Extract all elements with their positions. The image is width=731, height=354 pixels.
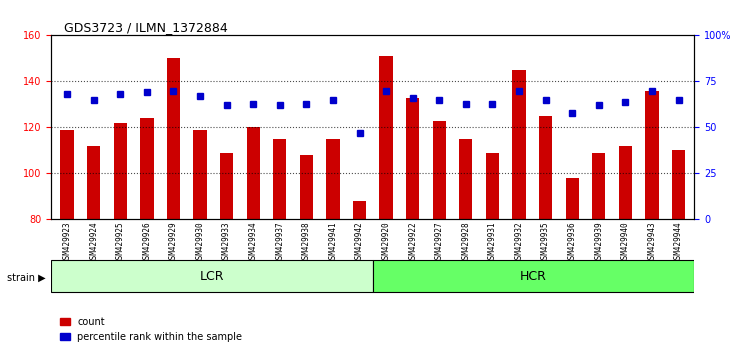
- Bar: [167, 58, 180, 219]
- Text: GSM429940: GSM429940: [621, 222, 630, 263]
- Text: LCR: LCR: [200, 270, 224, 282]
- Bar: [87, 146, 100, 219]
- Text: GSM429936: GSM429936: [568, 222, 577, 263]
- Text: GSM429923: GSM429923: [63, 222, 72, 263]
- Text: GSM429933: GSM429933: [222, 222, 231, 263]
- Bar: [539, 116, 552, 219]
- Bar: [592, 153, 605, 219]
- Text: HCR: HCR: [520, 270, 547, 282]
- Text: GSM429935: GSM429935: [541, 222, 550, 263]
- Bar: [273, 139, 287, 219]
- Text: GSM429920: GSM429920: [382, 222, 390, 263]
- Bar: [326, 139, 340, 219]
- Bar: [353, 201, 366, 219]
- Text: GSM429941: GSM429941: [328, 222, 338, 263]
- Text: GSM429929: GSM429929: [169, 222, 178, 263]
- Bar: [433, 120, 446, 219]
- Text: GSM429943: GSM429943: [648, 222, 656, 263]
- Text: GSM429934: GSM429934: [249, 222, 258, 263]
- FancyBboxPatch shape: [373, 260, 694, 292]
- Text: GSM429924: GSM429924: [89, 222, 98, 263]
- Bar: [113, 123, 127, 219]
- FancyBboxPatch shape: [51, 260, 373, 292]
- Bar: [486, 153, 499, 219]
- Bar: [246, 127, 260, 219]
- Text: GSM429937: GSM429937: [276, 222, 284, 263]
- Text: GSM429927: GSM429927: [435, 222, 444, 263]
- Bar: [300, 155, 313, 219]
- Text: GSM429931: GSM429931: [488, 222, 497, 263]
- Text: GSM429925: GSM429925: [115, 222, 125, 263]
- Bar: [645, 91, 659, 219]
- Bar: [140, 118, 154, 219]
- Text: GSM429938: GSM429938: [302, 222, 311, 263]
- Bar: [459, 139, 472, 219]
- Legend: count, percentile rank within the sample: count, percentile rank within the sample: [56, 313, 246, 346]
- Text: GDS3723 / ILMN_1372884: GDS3723 / ILMN_1372884: [64, 21, 228, 34]
- Text: strain ▶: strain ▶: [7, 273, 46, 283]
- Text: GSM429939: GSM429939: [594, 222, 603, 263]
- Text: GSM429942: GSM429942: [355, 222, 364, 263]
- Text: GSM429932: GSM429932: [515, 222, 523, 263]
- Bar: [406, 97, 420, 219]
- Bar: [618, 146, 632, 219]
- Bar: [61, 130, 74, 219]
- Text: GSM429930: GSM429930: [195, 222, 205, 263]
- Bar: [566, 178, 579, 219]
- Bar: [194, 130, 207, 219]
- Bar: [220, 153, 233, 219]
- Bar: [672, 150, 685, 219]
- Text: GSM429926: GSM429926: [143, 222, 151, 263]
- Text: GSM429928: GSM429928: [461, 222, 470, 263]
- Text: GSM429922: GSM429922: [408, 222, 417, 263]
- Text: GSM429944: GSM429944: [674, 222, 683, 263]
- Bar: [379, 56, 393, 219]
- Bar: [512, 70, 526, 219]
